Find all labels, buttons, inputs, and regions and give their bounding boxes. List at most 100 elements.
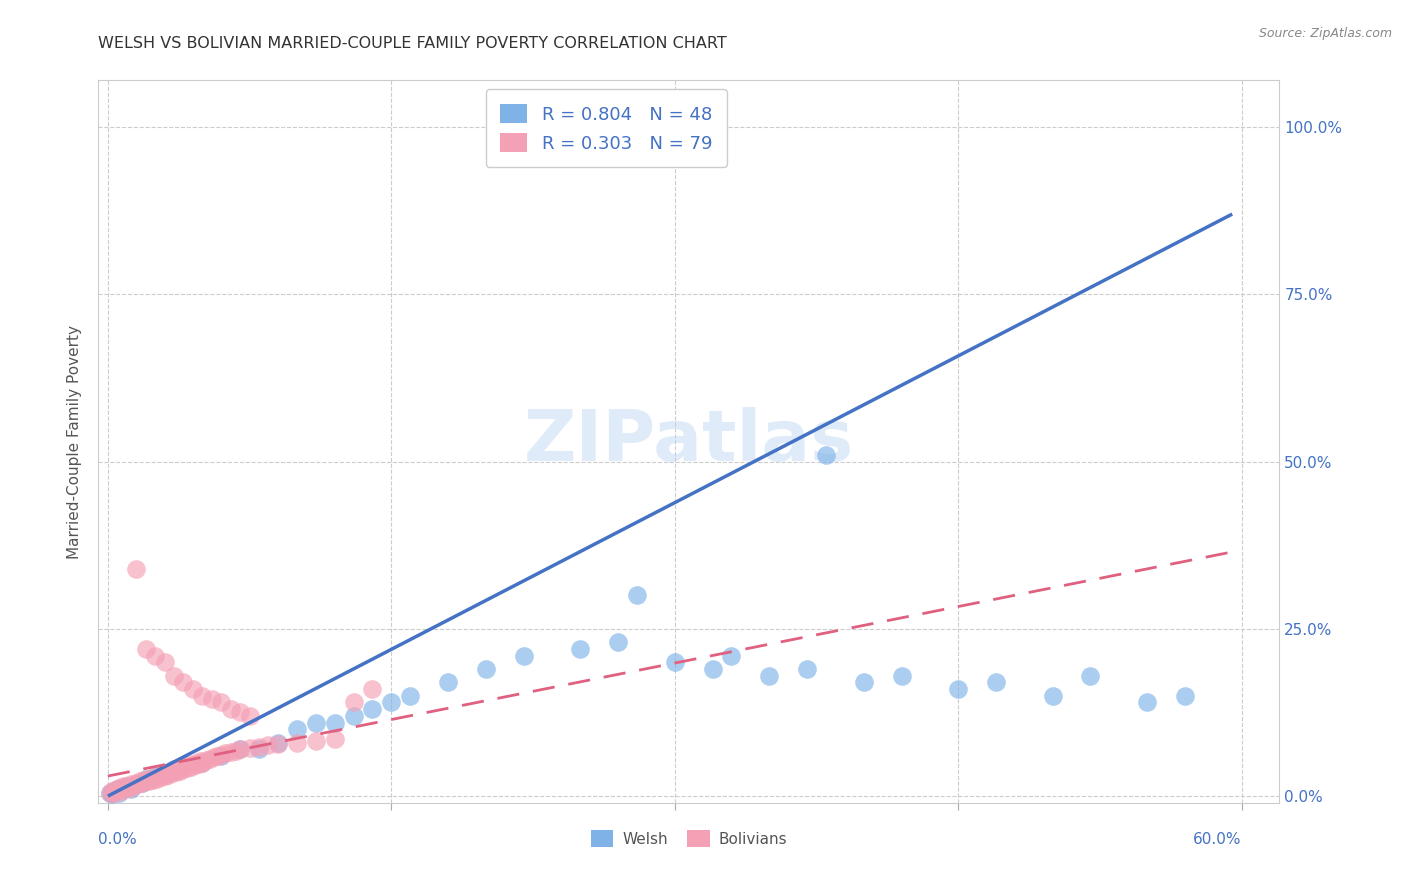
Point: [125, 562, 148, 576]
Point: [305, 715, 328, 730]
Point: [172, 762, 194, 776]
Point: [1174, 689, 1197, 703]
Text: WELSH VS BOLIVIAN MARRIED-COUPLE FAMILY POVERTY CORRELATION CHART: WELSH VS BOLIVIAN MARRIED-COUPLE FAMILY …: [98, 36, 727, 51]
Point: [124, 778, 146, 793]
Point: [361, 681, 384, 696]
Point: [115, 779, 138, 793]
Point: [143, 771, 166, 785]
Point: [191, 756, 214, 770]
Point: [163, 764, 186, 778]
Text: 60.0%: 60.0%: [1194, 831, 1241, 847]
Point: [166, 762, 188, 776]
Point: [607, 635, 630, 649]
Point: [163, 669, 186, 683]
Point: [180, 760, 202, 774]
Point: [399, 689, 422, 703]
Point: [512, 648, 534, 663]
Point: [114, 782, 136, 797]
Point: [214, 746, 236, 760]
Point: [186, 756, 208, 770]
Point: [120, 782, 142, 797]
Point: [111, 781, 134, 796]
Point: [136, 772, 159, 787]
Point: [984, 675, 1007, 690]
Point: [131, 776, 153, 790]
Point: [174, 760, 197, 774]
Point: [135, 774, 157, 789]
Point: [361, 702, 384, 716]
Point: [172, 759, 194, 773]
Point: [179, 758, 201, 772]
Point: [110, 784, 132, 798]
Point: [198, 751, 221, 765]
Point: [127, 777, 149, 791]
Point: [285, 723, 308, 737]
Point: [153, 765, 176, 780]
Point: [135, 772, 157, 787]
Point: [108, 781, 131, 796]
Point: [100, 784, 122, 798]
Point: [118, 781, 141, 796]
Point: [229, 742, 252, 756]
Point: [195, 753, 218, 767]
Point: [155, 766, 177, 780]
Point: [758, 669, 780, 683]
Point: [207, 749, 229, 764]
Point: [103, 784, 125, 798]
Point: [1136, 696, 1159, 710]
Point: [305, 734, 328, 748]
Point: [219, 745, 242, 759]
Point: [181, 681, 204, 696]
Point: [104, 785, 127, 799]
Point: [146, 772, 169, 786]
Legend: Welsh, Bolivians: Welsh, Bolivians: [585, 824, 793, 853]
Point: [108, 786, 131, 800]
Point: [569, 642, 592, 657]
Y-axis label: Married-Couple Family Poverty: Married-Couple Family Poverty: [67, 325, 83, 558]
Point: [170, 761, 193, 775]
Point: [380, 696, 402, 710]
Point: [111, 779, 134, 793]
Point: [105, 782, 128, 797]
Point: [247, 742, 270, 756]
Point: [176, 761, 198, 775]
Point: [115, 779, 138, 793]
Point: [100, 787, 122, 801]
Point: [219, 702, 242, 716]
Point: [702, 662, 724, 676]
Point: [121, 780, 143, 794]
Point: [323, 715, 346, 730]
Point: [153, 769, 176, 783]
Point: [202, 750, 225, 764]
Point: [148, 769, 170, 783]
Point: [890, 669, 912, 683]
Point: [98, 786, 121, 800]
Point: [159, 765, 181, 780]
Point: [191, 756, 214, 770]
Point: [852, 675, 875, 690]
Point: [229, 706, 252, 720]
Point: [257, 739, 280, 753]
Point: [132, 772, 155, 788]
Point: [143, 648, 166, 663]
Point: [209, 749, 232, 764]
Text: 0.0%: 0.0%: [98, 831, 138, 847]
Point: [190, 755, 212, 769]
Point: [149, 771, 172, 785]
Point: [181, 756, 204, 771]
Point: [187, 756, 209, 771]
Point: [323, 732, 346, 747]
Point: [239, 740, 262, 755]
Point: [131, 776, 153, 790]
Point: [138, 773, 160, 788]
Point: [247, 739, 270, 754]
Point: [157, 767, 180, 781]
Point: [209, 696, 232, 710]
Point: [103, 787, 125, 801]
Point: [184, 758, 207, 772]
Point: [165, 765, 187, 780]
Point: [191, 689, 214, 703]
Point: [225, 744, 247, 758]
Point: [814, 448, 837, 462]
Point: [1080, 669, 1102, 683]
